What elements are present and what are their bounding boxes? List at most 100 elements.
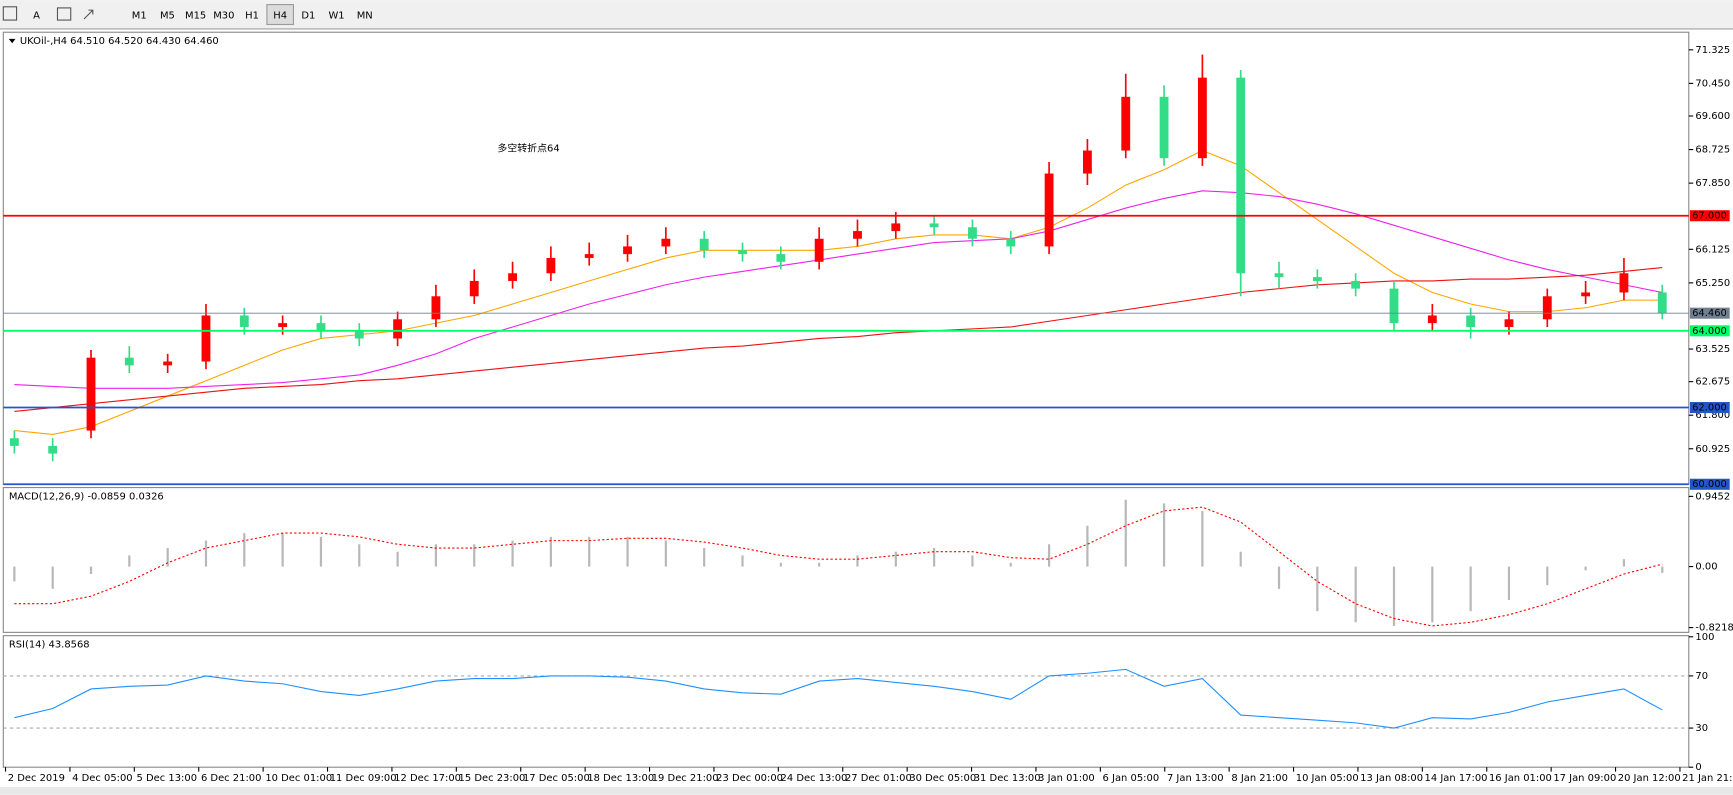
candle-body xyxy=(201,315,211,362)
level-tag xyxy=(1689,402,1730,414)
y-tick-label: 65.250 xyxy=(1695,278,1730,289)
candle-body xyxy=(163,361,173,366)
time-label: 16 Jan 01:00 xyxy=(1489,773,1552,784)
candle-body xyxy=(431,296,441,320)
candle-body xyxy=(278,323,288,327)
time-label: 10 Dec 01:00 xyxy=(265,773,332,784)
time-label: 27 Dec 01:00 xyxy=(845,773,912,784)
y-tick-label: 60.925 xyxy=(1695,444,1730,455)
time-label: 30 Dec 05:00 xyxy=(909,773,976,784)
time-label: 13 Jan 08:00 xyxy=(1360,773,1423,784)
time-label: 10 Jan 05:00 xyxy=(1296,773,1359,784)
panel-title: UKOil-,H4 64.510 64.520 64.430 64.460 xyxy=(20,36,219,47)
time-label: 31 Dec 13:00 xyxy=(974,773,1041,784)
icon-text-label[interactable] xyxy=(56,7,72,21)
y-tick-label: 70.450 xyxy=(1695,78,1730,89)
candle-body xyxy=(661,238,671,247)
timeframe-button[interactable]: MN xyxy=(357,11,373,22)
level-tag xyxy=(1689,210,1730,222)
candle-body xyxy=(1312,277,1322,281)
annotation: 多空转折点64 xyxy=(497,141,559,154)
time-label: 23 Dec 00:00 xyxy=(716,773,783,784)
candle-body xyxy=(1619,273,1629,293)
candle-body xyxy=(508,273,517,281)
rsi-panel xyxy=(2,635,1690,768)
time-label: 21 Jan 21:00 xyxy=(1682,773,1733,784)
candle-body xyxy=(1389,288,1399,324)
candle-body xyxy=(1427,315,1437,324)
candle-body xyxy=(469,280,479,297)
time-label: 11 Dec 09:00 xyxy=(330,773,397,784)
timeframe-button[interactable]: D1 xyxy=(301,11,315,22)
time-label: 6 Jan 05:00 xyxy=(1103,773,1160,784)
timeframe-button[interactable]: M15 xyxy=(185,11,206,22)
time-label: 20 Jan 12:00 xyxy=(1618,773,1681,784)
candle-body xyxy=(316,323,326,331)
level-tag xyxy=(1689,325,1730,337)
time-label: 6 Dec 21:00 xyxy=(201,773,262,784)
y-tick-label: 0.9452 xyxy=(1695,491,1730,502)
timeframe-button[interactable]: M5 xyxy=(160,11,175,22)
timeframe-button[interactable]: M30 xyxy=(213,11,234,22)
time-label: 24 Dec 13:00 xyxy=(781,773,848,784)
icon-grid[interactable] xyxy=(2,6,18,21)
time-label: 3 Jan 01:00 xyxy=(1038,773,1095,784)
candle-body xyxy=(1657,292,1667,314)
candle-body xyxy=(1197,77,1207,159)
macd-signal xyxy=(14,506,1663,627)
candle-body xyxy=(1121,96,1131,151)
y-tick-label: 61.800 xyxy=(1695,410,1730,421)
candle-body xyxy=(239,315,249,327)
y-tick-label: 68.725 xyxy=(1695,145,1730,156)
candle-body xyxy=(1466,315,1476,327)
candle-body xyxy=(86,357,96,431)
candle-body xyxy=(546,257,556,274)
candle-body xyxy=(1006,238,1016,247)
timeframe-button[interactable]: H4 xyxy=(273,11,287,22)
y-tick-label: 69.600 xyxy=(1695,111,1730,122)
time-label: 5 Dec 13:00 xyxy=(137,773,198,784)
panel-title: RSI(14) 43.8568 xyxy=(9,640,90,651)
level-label: 62.000 xyxy=(1692,403,1727,414)
tool-icons xyxy=(2,6,94,21)
candle-body xyxy=(1542,296,1552,320)
candle-body xyxy=(776,254,786,262)
candle-body xyxy=(584,254,594,258)
timeframe-button[interactable]: H1 xyxy=(245,11,259,22)
timeframe-active xyxy=(266,4,294,26)
candle-body xyxy=(1159,96,1169,159)
y-tick-label: 0.00 xyxy=(1695,562,1717,573)
candle-body xyxy=(354,330,364,339)
tool-label[interactable]: A xyxy=(33,11,40,22)
time-label: 15 Dec 23:00 xyxy=(459,773,526,784)
moving-average xyxy=(14,149,1663,435)
time-label: 2 Dec 2019 xyxy=(8,773,65,784)
timeframe-button[interactable]: W1 xyxy=(328,11,344,22)
candle-body xyxy=(929,223,939,228)
y-tick-label: 67.850 xyxy=(1695,178,1730,189)
level-label: 64.460 xyxy=(1692,308,1727,319)
icon-arrows[interactable] xyxy=(83,9,94,20)
y-tick-label: 100 xyxy=(1695,632,1714,643)
candle-body xyxy=(968,227,977,239)
candle-body xyxy=(1236,77,1246,274)
time-label: 19 Dec 21:00 xyxy=(652,773,719,784)
timeframe-button[interactable]: M1 xyxy=(132,11,147,22)
candle-body xyxy=(124,357,134,366)
y-tick-label: 63.525 xyxy=(1695,344,1730,355)
y-tick-label: 62.675 xyxy=(1695,377,1730,388)
y-tick-label: 71.325 xyxy=(1695,45,1730,56)
candle-body xyxy=(1581,292,1591,297)
time-label: 8 Jan 21:00 xyxy=(1231,773,1288,784)
time-label: 7 Jan 13:00 xyxy=(1167,773,1224,784)
rsi-line xyxy=(14,668,1663,729)
y-tick-label: 66.125 xyxy=(1695,244,1730,255)
candle-body xyxy=(1082,150,1092,174)
candle-body xyxy=(1274,273,1284,278)
panel-menu-arrow[interactable] xyxy=(8,38,16,44)
time-label: 17 Dec 05:00 xyxy=(523,773,590,784)
level-tag xyxy=(1689,478,1730,490)
candle-body xyxy=(1044,173,1054,247)
candle-body xyxy=(699,238,709,251)
